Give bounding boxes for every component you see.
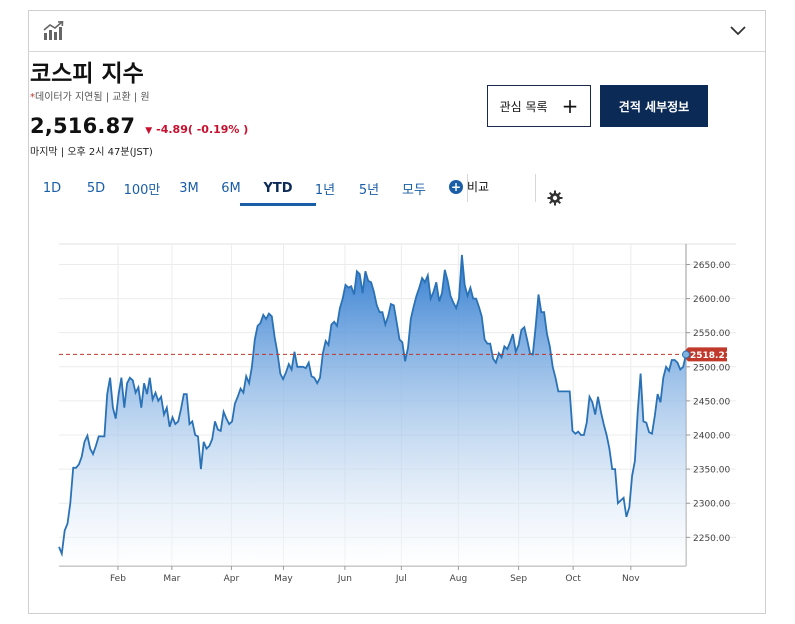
add-to-watchlist-button[interactable]: 관심 목록 +: [487, 85, 591, 127]
tab-100만[interactable]: 100만: [123, 182, 161, 198]
y-tick-label: 2300.00: [693, 500, 730, 510]
x-tick-label: Feb: [110, 574, 126, 584]
price-change: ▼ -4.89( -0.19% ): [145, 123, 248, 136]
data-source-note: *데이터가 지연됨 | 교환 | 원: [30, 88, 150, 103]
y-tick-label: 2400.00: [693, 432, 730, 442]
x-tick-label: Jun: [337, 574, 352, 584]
y-tick-label: 2550.00: [693, 329, 730, 339]
tab-모두[interactable]: 모두: [402, 182, 426, 198]
range-tabs: 1D 5D 100만 3M 6M YTD 1년 5년 모두: [28, 176, 436, 208]
compare-button[interactable]: + 비교: [449, 178, 489, 195]
x-tick-label: Nov: [622, 574, 640, 584]
price-change-value: -4.89( -0.19% ): [156, 123, 249, 136]
compare-label: 비교: [467, 180, 490, 194]
tab-1년[interactable]: 1년: [314, 182, 336, 198]
last-update-time: 마지막 | 오후 2시 47분(JST): [30, 147, 153, 158]
x-tick-label: Aug: [450, 574, 468, 584]
down-triangle-icon: ▼: [145, 126, 153, 136]
bar-chart-icon: [43, 21, 64, 40]
last-price: 2,516.87: [30, 114, 136, 138]
chevron-down-icon[interactable]: [729, 23, 747, 37]
price-row: 2,516.87 ▼ -4.89( -0.19% ): [30, 114, 248, 138]
tab-1d[interactable]: 1D: [42, 180, 62, 196]
x-tick-label: Apr: [224, 574, 240, 584]
plus-icon: +: [561, 94, 579, 118]
last-value-badge: [682, 347, 727, 362]
y-tick-label: 2650.00: [693, 261, 730, 271]
gear-icon[interactable]: [547, 190, 563, 206]
x-tick-label: Sep: [510, 574, 527, 584]
page-title: 코스피 지수: [30, 61, 144, 87]
tab-6m[interactable]: 6M: [221, 180, 241, 196]
tab-ytd[interactable]: YTD: [240, 181, 316, 206]
y-tick-label: 2450.00: [693, 397, 730, 407]
y-tick-label: 2500.00: [693, 363, 730, 373]
tab-3m[interactable]: 3M: [179, 180, 199, 196]
price-line: [58, 254, 687, 558]
x-tick-label: Mar: [163, 574, 180, 584]
note-marker: *: [30, 92, 35, 103]
note-text: 데이터가 지연됨 | 교환 | 원: [35, 92, 150, 103]
tab-5년[interactable]: 5년: [358, 182, 380, 198]
last-value-label: 2518.21: [690, 351, 731, 361]
y-tick-label: 2350.00: [693, 466, 730, 476]
y-tick-label: 2250.00: [693, 534, 730, 544]
x-tick-label: Jul: [395, 574, 407, 584]
y-tick-label: 2600.00: [693, 295, 730, 305]
x-tick-label: May: [274, 574, 293, 584]
tab-5d[interactable]: 5D: [86, 180, 106, 196]
plus-circle-icon: +: [449, 179, 463, 194]
card-header: [29, 11, 765, 52]
tab-divider: [535, 174, 536, 202]
tab-divider: [467, 174, 468, 202]
watchlist-label: 관심 목록: [499, 99, 548, 114]
price-area: [59, 254, 686, 566]
last-point-marker: [682, 350, 690, 359]
x-tick-label: Oct: [565, 574, 581, 584]
quote-details-button[interactable]: 견적 세부정보: [600, 85, 708, 127]
